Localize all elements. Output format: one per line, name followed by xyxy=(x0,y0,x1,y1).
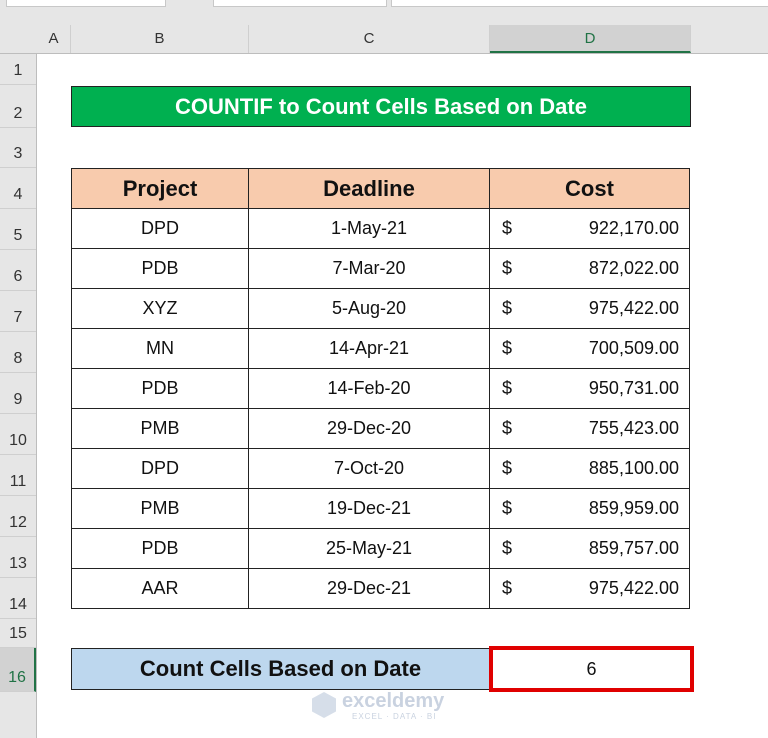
deadline-cell[interactable]: 25-May-21 xyxy=(248,528,490,569)
cost-value: 872,022.00 xyxy=(588,258,679,278)
cost-cell[interactable]: $700,509.00 xyxy=(489,328,690,369)
row-header-13[interactable]: 13 xyxy=(0,537,36,578)
cost-value: 859,757.00 xyxy=(588,538,679,558)
cost-cell[interactable]: $922,170.00 xyxy=(489,208,690,249)
table-row: PDB 25-May-21 $859,757.00 xyxy=(71,528,690,569)
deadline-cell[interactable]: 14-Feb-20 xyxy=(248,368,490,409)
watermark-tagline: EXCEL · DATA · BI xyxy=(352,712,437,721)
cost-cell[interactable]: $859,757.00 xyxy=(489,528,690,569)
cost-value: 950,731.00 xyxy=(588,378,679,398)
cost-value: 755,423.00 xyxy=(588,418,679,438)
summary-label[interactable]: Count Cells Based on Date xyxy=(71,648,490,690)
cost-cell[interactable]: $975,422.00 xyxy=(489,568,690,609)
deadline-cell[interactable]: 7-Oct-20 xyxy=(248,448,490,489)
table-row: XYZ 5-Aug-20 $975,422.00 xyxy=(71,288,690,329)
table-row: DPD 7-Oct-20 $885,100.00 xyxy=(71,448,690,489)
formula-input[interactable] xyxy=(391,0,768,7)
table-row: PDB 14-Feb-20 $950,731.00 xyxy=(71,368,690,409)
project-cell[interactable]: PDB xyxy=(71,368,249,409)
row-header-2[interactable]: 2 xyxy=(0,85,36,128)
summary-result-cell[interactable]: 6 xyxy=(489,646,694,692)
table-header-row: Project Deadline Cost xyxy=(71,168,690,209)
exceldemy-logo-icon xyxy=(312,692,336,718)
table-row: PMB 29-Dec-20 $755,423.00 xyxy=(71,408,690,449)
formula-controls[interactable] xyxy=(213,0,387,7)
project-cell[interactable]: PMB xyxy=(71,408,249,449)
cost-value: 700,509.00 xyxy=(588,338,679,358)
table-row: MN 14-Apr-21 $700,509.00 xyxy=(71,328,690,369)
column-header-b[interactable]: B xyxy=(71,25,249,53)
currency-symbol: $ xyxy=(502,458,513,478)
row-header-1[interactable]: 1 xyxy=(0,54,36,85)
cost-cell[interactable]: $975,422.00 xyxy=(489,288,690,329)
row-header-16[interactable]: 16 xyxy=(0,648,36,692)
row-header-9[interactable]: 9 xyxy=(0,373,36,414)
currency-symbol: $ xyxy=(502,298,513,318)
table-row: AAR 29-Dec-21 $975,422.00 xyxy=(71,568,690,609)
row-header-8[interactable]: 8 xyxy=(0,332,36,373)
project-table: Project Deadline Cost DPD 1-May-21 $922,… xyxy=(71,168,690,609)
header-cost[interactable]: Cost xyxy=(489,168,690,209)
deadline-cell[interactable]: 5-Aug-20 xyxy=(248,288,490,329)
table-row: PMB 19-Dec-21 $859,959.00 xyxy=(71,488,690,529)
project-cell[interactable]: DPD xyxy=(71,208,249,249)
cost-cell[interactable]: $755,423.00 xyxy=(489,408,690,449)
name-box[interactable] xyxy=(6,0,166,7)
row-header-15[interactable]: 15 xyxy=(0,619,36,648)
currency-symbol: $ xyxy=(502,578,513,598)
row-headers: 1 2 3 4 5 6 7 8 9 10 11 12 13 14 15 16 xyxy=(0,54,37,738)
row-header-11[interactable]: 11 xyxy=(0,455,36,496)
header-project[interactable]: Project xyxy=(71,168,249,209)
row-header-12[interactable]: 12 xyxy=(0,496,36,537)
currency-symbol: $ xyxy=(502,258,513,278)
column-headers: A B C D xyxy=(0,25,768,54)
currency-symbol: $ xyxy=(502,418,513,438)
table-row: PDB 7-Mar-20 $872,022.00 xyxy=(71,248,690,289)
deadline-cell[interactable]: 29-Dec-21 xyxy=(248,568,490,609)
deadline-cell[interactable]: 1-May-21 xyxy=(248,208,490,249)
deadline-cell[interactable]: 19-Dec-21 xyxy=(248,488,490,529)
cost-cell[interactable]: $872,022.00 xyxy=(489,248,690,289)
project-cell[interactable]: PDB xyxy=(71,528,249,569)
currency-symbol: $ xyxy=(502,338,513,358)
cost-value: 922,170.00 xyxy=(588,218,679,238)
deadline-cell[interactable]: 14-Apr-21 xyxy=(248,328,490,369)
project-cell[interactable]: MN xyxy=(71,328,249,369)
cost-value: 975,422.00 xyxy=(588,298,679,318)
row-header-14[interactable]: 14 xyxy=(0,578,36,619)
cost-value: 975,422.00 xyxy=(588,578,679,598)
row-header-7[interactable]: 7 xyxy=(0,291,36,332)
currency-symbol: $ xyxy=(502,378,513,398)
formula-bar-area xyxy=(0,0,768,25)
currency-symbol: $ xyxy=(502,498,513,518)
cost-cell[interactable]: $859,959.00 xyxy=(489,488,690,529)
project-cell[interactable]: PDB xyxy=(71,248,249,289)
cost-cell[interactable]: $885,100.00 xyxy=(489,448,690,489)
row-header-4[interactable]: 4 xyxy=(0,168,36,209)
row-header-6[interactable]: 6 xyxy=(0,250,36,291)
project-cell[interactable]: XYZ xyxy=(71,288,249,329)
table-row: DPD 1-May-21 $922,170.00 xyxy=(71,208,690,249)
row-header-5[interactable]: 5 xyxy=(0,209,36,250)
project-cell[interactable]: DPD xyxy=(71,448,249,489)
column-header-d[interactable]: D xyxy=(490,25,691,53)
column-header-c[interactable]: C xyxy=(249,25,490,53)
row-header-10[interactable]: 10 xyxy=(0,414,36,455)
currency-symbol: $ xyxy=(502,218,513,238)
currency-symbol: $ xyxy=(502,538,513,558)
cost-value: 885,100.00 xyxy=(588,458,679,478)
deadline-cell[interactable]: 7-Mar-20 xyxy=(248,248,490,289)
deadline-cell[interactable]: 29-Dec-20 xyxy=(248,408,490,449)
header-deadline[interactable]: Deadline xyxy=(248,168,490,209)
row-header-3[interactable]: 3 xyxy=(0,128,36,168)
watermark-name: exceldemy xyxy=(342,690,445,712)
column-header-a[interactable]: A xyxy=(37,25,71,53)
cost-value: 859,959.00 xyxy=(588,498,679,518)
cost-cell[interactable]: $950,731.00 xyxy=(489,368,690,409)
project-cell[interactable]: PMB xyxy=(71,488,249,529)
project-cell[interactable]: AAR xyxy=(71,568,249,609)
sheet-title[interactable]: COUNTIF to Count Cells Based on Date xyxy=(71,86,691,127)
